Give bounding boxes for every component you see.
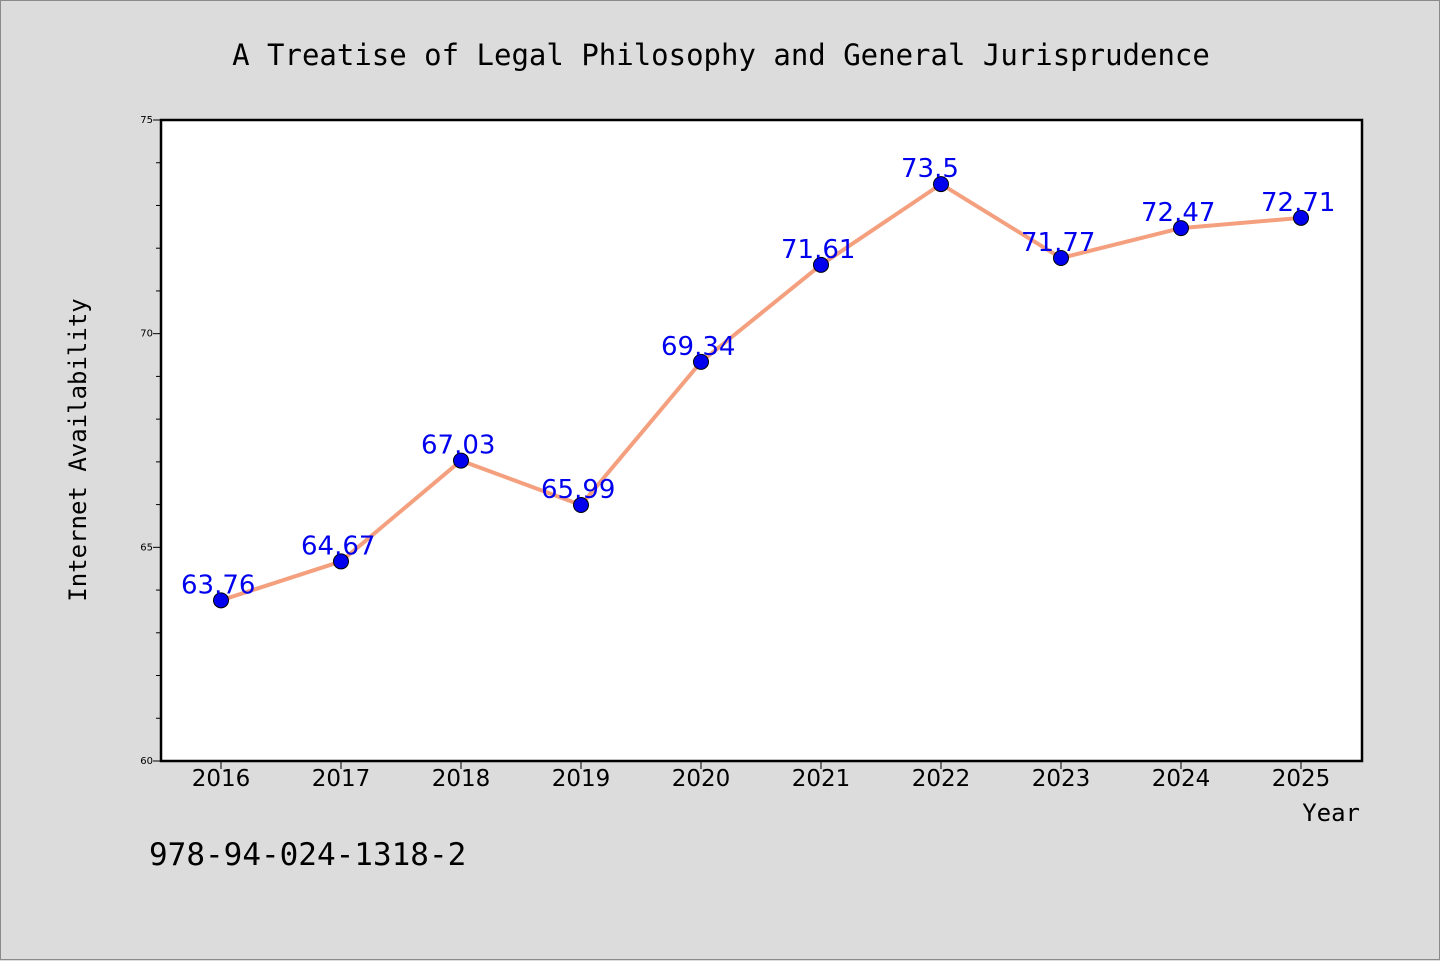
data-label: 72.47	[1141, 198, 1215, 228]
y-axis-label: Internet Availability	[64, 298, 92, 601]
x-tick-label: 2016	[192, 766, 251, 792]
data-label: 63.76	[181, 570, 255, 600]
data-point	[1053, 250, 1069, 267]
data-point	[573, 497, 589, 514]
y-tick-label: 70	[140, 329, 153, 340]
data-point	[453, 452, 469, 469]
data-point	[693, 353, 709, 370]
x-tick-label: 2025	[1272, 766, 1331, 792]
data-point	[813, 256, 829, 273]
data-point	[333, 553, 349, 570]
x-tick-label: 2024	[1152, 766, 1211, 792]
data-point	[933, 176, 949, 193]
x-tick-label: 2022	[912, 766, 971, 792]
x-axis-label: Year	[1302, 799, 1360, 827]
x-tick-label: 2018	[432, 766, 491, 792]
x-tick-label: 2017	[312, 766, 371, 792]
x-axis-ticks: 2016 2017 2018 2019 2020 2021 2022 2023 2024 2025	[192, 761, 1331, 792]
data-label: 69.34	[661, 332, 735, 362]
data-label: 67.03	[421, 431, 495, 461]
data-label: 65.99	[541, 475, 615, 505]
x-tick-label: 2020	[672, 766, 731, 792]
x-tick-label: 2023	[1032, 766, 1091, 792]
data-label: 73.5	[901, 154, 959, 184]
x-tick-label: 2021	[792, 766, 851, 792]
data-label: 64.67	[301, 531, 375, 561]
y-tick-label: 60	[140, 756, 153, 767]
data-label: 71.61	[781, 235, 855, 265]
series-line	[219, 182, 1303, 603]
y-tick-label: 75	[140, 115, 153, 126]
x-tick-label: 2019	[552, 766, 611, 792]
chart-title: A Treatise of Legal Philosophy and Gener…	[232, 38, 1210, 72]
data-label: 72.71	[1261, 188, 1335, 218]
plot-area	[159, 118, 1364, 763]
data-point	[1173, 220, 1189, 237]
data-label: 71.77	[1021, 228, 1095, 258]
data-point	[1293, 209, 1309, 226]
data-point	[213, 592, 229, 609]
data-series: 63.76 64.67 67.03 65.99 69.34 71.61 73.5 71.77 7…	[181, 154, 1335, 609]
y-axis-ticks: 60 65 70 75	[140, 115, 161, 767]
y-tick-label: 65	[140, 542, 153, 553]
